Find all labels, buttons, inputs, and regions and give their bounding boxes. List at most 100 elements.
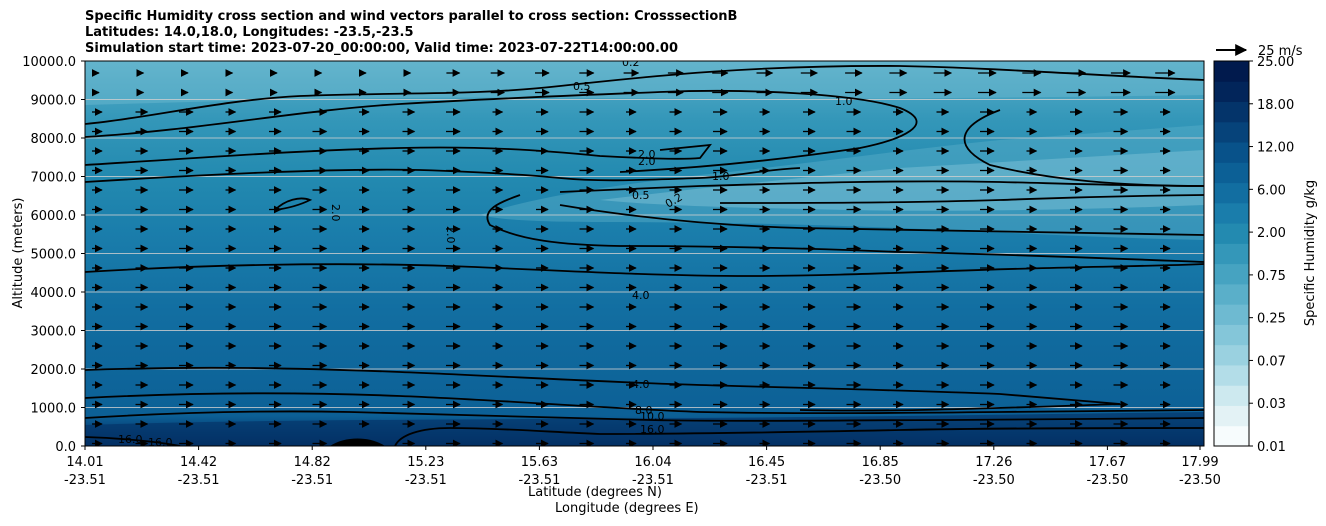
x-axis-label-lon: Longitude (degrees E) bbox=[555, 501, 699, 516]
contour-line bbox=[85, 436, 181, 446]
contour-line bbox=[719, 194, 1204, 204]
colorbar-tick-label: 12.00 bbox=[1257, 141, 1294, 156]
x-tick-label-lat: 17.26 bbox=[975, 455, 1012, 470]
quiver-key-label: 25 m/s bbox=[1258, 44, 1303, 59]
x-tick-label-lon: -23.50 bbox=[973, 473, 1015, 488]
contour-label: 1.0 bbox=[835, 95, 853, 108]
contour-label: 2.0 bbox=[638, 155, 656, 168]
contour-label: 0.5 bbox=[573, 80, 591, 93]
colorbar-segment bbox=[1214, 324, 1249, 346]
y-tick-label: 6000.0 bbox=[31, 209, 77, 224]
x-tick-label-lat: 16.85 bbox=[862, 455, 899, 470]
colorbar-tick-label: 0.75 bbox=[1257, 269, 1286, 284]
y-tick-label: 4000.0 bbox=[31, 286, 77, 301]
y-tick-label: 10000.0 bbox=[22, 55, 76, 70]
contour-label: 8.0 bbox=[635, 404, 653, 417]
colorbar-frame bbox=[1213, 60, 1250, 447]
contour-line bbox=[394, 427, 1204, 446]
contour-line bbox=[85, 410, 1204, 422]
colorbar-tick-label: 25.00 bbox=[1257, 55, 1294, 70]
colorbar-segment bbox=[1214, 425, 1249, 447]
colorbar-segment bbox=[1214, 81, 1249, 103]
contour-label: 0.5 bbox=[632, 189, 650, 202]
colorbar-segment bbox=[1214, 405, 1249, 427]
contour-line bbox=[559, 204, 1204, 236]
colorbar-segment bbox=[1214, 61, 1249, 82]
colorbar-segment bbox=[1214, 263, 1249, 285]
y-tick-label: 5000.0 bbox=[31, 248, 77, 263]
colorbar-tick-label: 18.00 bbox=[1257, 98, 1294, 113]
contour-label: 2.0 bbox=[444, 226, 457, 244]
colorbar-segment bbox=[1214, 283, 1249, 305]
colorbar-segment bbox=[1214, 304, 1249, 325]
x-tick-label-lon: -23.50 bbox=[859, 473, 901, 488]
x-tick-label-lon: -23.51 bbox=[746, 473, 788, 488]
contour-line bbox=[85, 263, 1204, 277]
colorbar-segment bbox=[1214, 223, 1249, 244]
contour-label: 4.0 bbox=[632, 289, 650, 302]
colorbar-segment bbox=[1214, 182, 1249, 204]
y-tick-label: 8000.0 bbox=[31, 132, 77, 147]
y-axis-label: Altitude (meters) bbox=[11, 198, 26, 309]
contour-label: 1.0 bbox=[712, 170, 730, 183]
plot-area: 0.20.51.02.02.01.00.5 0.22.02.04.04.08.01… bbox=[85, 56, 1204, 446]
colorbar-tick-label: 0.03 bbox=[1257, 397, 1286, 412]
contour-line bbox=[85, 89, 918, 173]
y-tick-label: 7000.0 bbox=[31, 171, 77, 186]
x-tick-label-lat: 15.23 bbox=[407, 455, 444, 470]
colorbar-tick-label: 0.07 bbox=[1257, 354, 1286, 369]
y-tick-label: 9000.0 bbox=[31, 94, 77, 109]
x-tick-label-lat: 16.04 bbox=[634, 455, 671, 470]
x-tick-label-lon: -23.50 bbox=[1086, 473, 1128, 488]
x-tick-label-lat: 17.99 bbox=[1181, 455, 1218, 470]
y-tick-label: 2000.0 bbox=[31, 363, 77, 378]
terrain-bump bbox=[330, 438, 385, 446]
x-tick-label-lat: 14.42 bbox=[180, 455, 217, 470]
colorbar-segment bbox=[1214, 162, 1249, 184]
x-axis: 14.01 -23.51 14.42 -23.51 14.82 -23.51 15.23 -2… bbox=[64, 446, 1221, 488]
contour-line bbox=[85, 392, 1204, 415]
quiver-key: 25 m/s bbox=[1216, 44, 1303, 59]
title-line-1: Specific Humidity cross section and wind… bbox=[85, 9, 738, 24]
y-tick-label: 3000.0 bbox=[31, 325, 77, 340]
y-axis: 0.0 1000.0 2000.0 3000.0 4000.0 5000.0 6000.0 7… bbox=[22, 55, 85, 455]
x-tick-label-lat: 14.82 bbox=[294, 455, 331, 470]
colorbar-tick-label: 6.00 bbox=[1257, 183, 1286, 198]
x-tick-label-lon: -23.51 bbox=[405, 473, 447, 488]
contour-line bbox=[559, 180, 1204, 193]
contour-line bbox=[85, 65, 1204, 125]
y-tick-label: 0.0 bbox=[55, 440, 76, 455]
contour-label: 10.0 bbox=[640, 410, 665, 423]
very-dry-layer-region bbox=[600, 150, 1204, 211]
colorbar-segment bbox=[1214, 364, 1249, 386]
contour-label: 16.0 bbox=[118, 433, 143, 446]
x-tick-label-lon: -23.51 bbox=[291, 473, 333, 488]
colorbar-segment bbox=[1214, 121, 1249, 143]
colorbar-segment bbox=[1214, 101, 1249, 123]
colorbar-tick-label: 0.01 bbox=[1257, 440, 1286, 455]
colorbar-segment bbox=[1214, 344, 1249, 366]
contour-label: 4.0 bbox=[632, 378, 650, 391]
colorbar-segment bbox=[1214, 202, 1249, 224]
x-tick-label-lon: -23.51 bbox=[178, 473, 220, 488]
contour-label: 2.0 bbox=[329, 204, 342, 222]
contour-label: 2.0 bbox=[638, 148, 656, 161]
contour-label: 16.0 bbox=[640, 423, 665, 436]
chart-title: Specific Humidity cross section and wind… bbox=[85, 9, 737, 57]
x-tick-label-lat: 16.45 bbox=[748, 455, 785, 470]
title-line-2: Latitudes: 14.0,18.0, Longitudes: -23.5,… bbox=[85, 25, 414, 40]
contour-label: 0.2 bbox=[622, 56, 640, 69]
contour-line bbox=[85, 366, 1121, 412]
colorbar-tick-label: 0.25 bbox=[1257, 312, 1286, 327]
colorbar-segment bbox=[1214, 243, 1249, 265]
y-tick-label: 1000.0 bbox=[31, 402, 77, 417]
contour-line bbox=[85, 143, 712, 166]
x-tick-label-lat: 15.63 bbox=[521, 455, 558, 470]
colorbar-label: Specific Humidity g/kg bbox=[1303, 180, 1318, 326]
x-axis-label-lat: Latitude (degrees N) bbox=[528, 485, 662, 500]
colorbar-segment bbox=[1214, 385, 1249, 406]
colorbar-tick-label: 2.00 bbox=[1257, 226, 1286, 241]
colorbar: 0.01 0.03 0.07 0.25 0.75 2.00 6.00 12.00 18.00 25… bbox=[1213, 55, 1294, 455]
contour-line bbox=[85, 167, 801, 183]
